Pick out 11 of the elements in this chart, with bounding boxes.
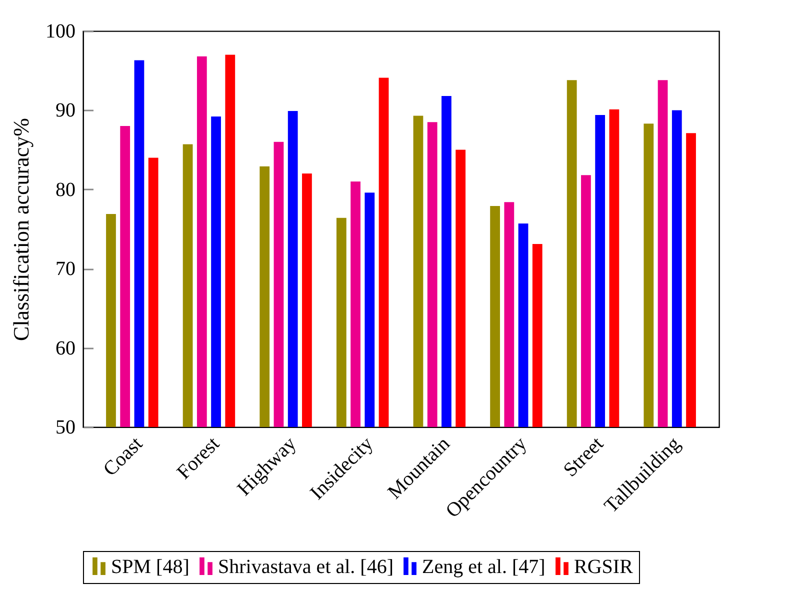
y-tick-label: 70 <box>56 258 76 280</box>
y-tick-label: 100 <box>46 20 76 42</box>
y-tick-label: 60 <box>56 337 76 360</box>
y-tick-label: 90 <box>56 100 76 122</box>
legend-label: RGSIR <box>574 556 634 578</box>
y-tick-label: 80 <box>56 178 76 201</box>
legend-label: Shrivastava et al. [46] <box>218 556 394 578</box>
legend-label: SPM [48] <box>111 556 190 578</box>
y-axis-title: Classification accuracy% <box>8 118 34 341</box>
y-tick-label: 50 <box>56 416 76 438</box>
legend-label: Zeng et al. [47] <box>422 556 546 578</box>
